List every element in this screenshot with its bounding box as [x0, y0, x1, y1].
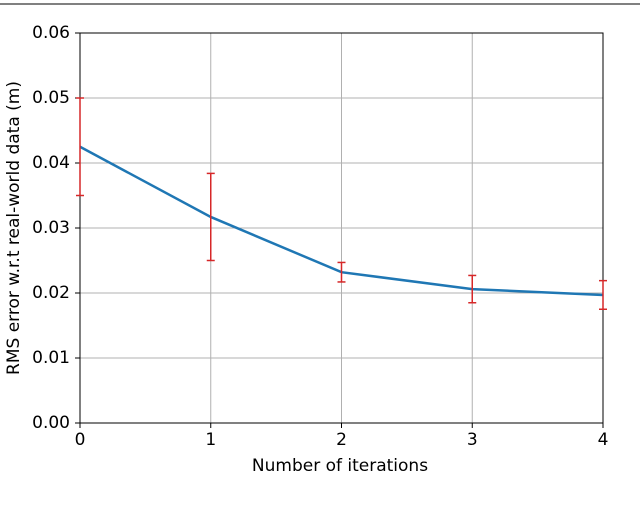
y-tick-label: 0.01: [32, 348, 70, 368]
error-bar: [468, 274, 477, 304]
y-tick-label: 0.00: [32, 413, 70, 433]
x-axis-label: Number of iterations: [252, 456, 428, 476]
y-tick-label: 0.05: [32, 88, 70, 108]
x-tick-label: 4: [598, 430, 609, 450]
error-bar: [599, 279, 607, 310]
y-axis-label: RMS error w.r.t real-world data (m): [4, 81, 24, 375]
x-tick-label: 3: [467, 430, 478, 450]
y-tick-label: 0.02: [32, 283, 70, 303]
y-tick-label: 0.03: [32, 218, 70, 238]
x-tick-label: 2: [336, 430, 347, 450]
plot-frame: [79, 32, 604, 424]
y-tick-label: 0.06: [32, 23, 70, 43]
error-bar: [76, 97, 84, 197]
error-bar: [206, 172, 215, 262]
x-tick-label: 0: [75, 430, 86, 450]
x-tick-label: 1: [205, 430, 216, 450]
error-bar: [337, 261, 346, 283]
y-tick-label: 0.04: [32, 153, 70, 173]
